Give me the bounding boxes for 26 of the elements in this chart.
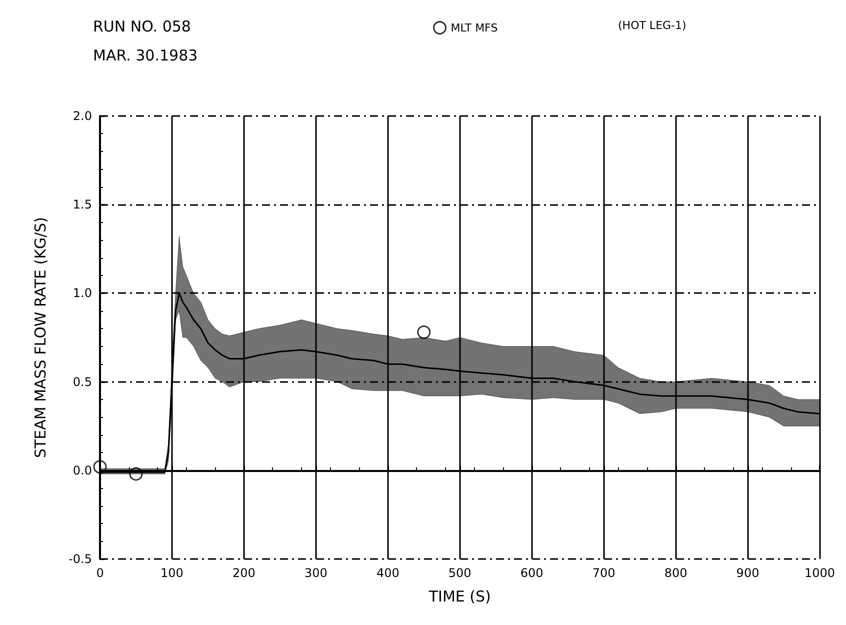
y-tick-label: 1.5 xyxy=(72,198,92,212)
x-tick-label: 100 xyxy=(160,566,184,580)
y-axis-title: STEAM MASS FLOW RATE (KG/S) xyxy=(32,216,50,458)
y-tick-label: -0.5 xyxy=(68,552,92,566)
x-tick-label: 500 xyxy=(448,566,472,580)
text: (HOT LEG-1) xyxy=(618,19,686,32)
legend-label: MLT MFS xyxy=(450,21,498,34)
x-tick-label: 900 xyxy=(736,566,760,580)
x-tick-label: 700 xyxy=(592,566,616,580)
x-tick-label: 0 xyxy=(96,566,104,580)
point xyxy=(129,467,143,481)
x-tick-label: 800 xyxy=(664,566,688,580)
y-tick-label: 1.0 xyxy=(72,286,92,300)
x-tick-label: 1000 xyxy=(804,566,836,580)
y-tick-label: 0.0 xyxy=(72,463,92,478)
x-tick-label: 600 xyxy=(520,566,544,580)
y-tick-label: 2.0 xyxy=(72,109,92,123)
x-tick-label: 200 xyxy=(232,566,256,580)
point xyxy=(93,460,107,474)
x-axis-title: TIME (S) xyxy=(428,588,491,606)
chart-title: RUN NO. 058 xyxy=(93,18,191,36)
point xyxy=(417,325,431,339)
x-tick-label: 400 xyxy=(376,566,400,580)
chart-subtitle: MAR. 30.1983 xyxy=(93,46,198,64)
x-tick-label: 300 xyxy=(304,566,328,580)
y-tick-label: 0.5 xyxy=(72,374,92,389)
